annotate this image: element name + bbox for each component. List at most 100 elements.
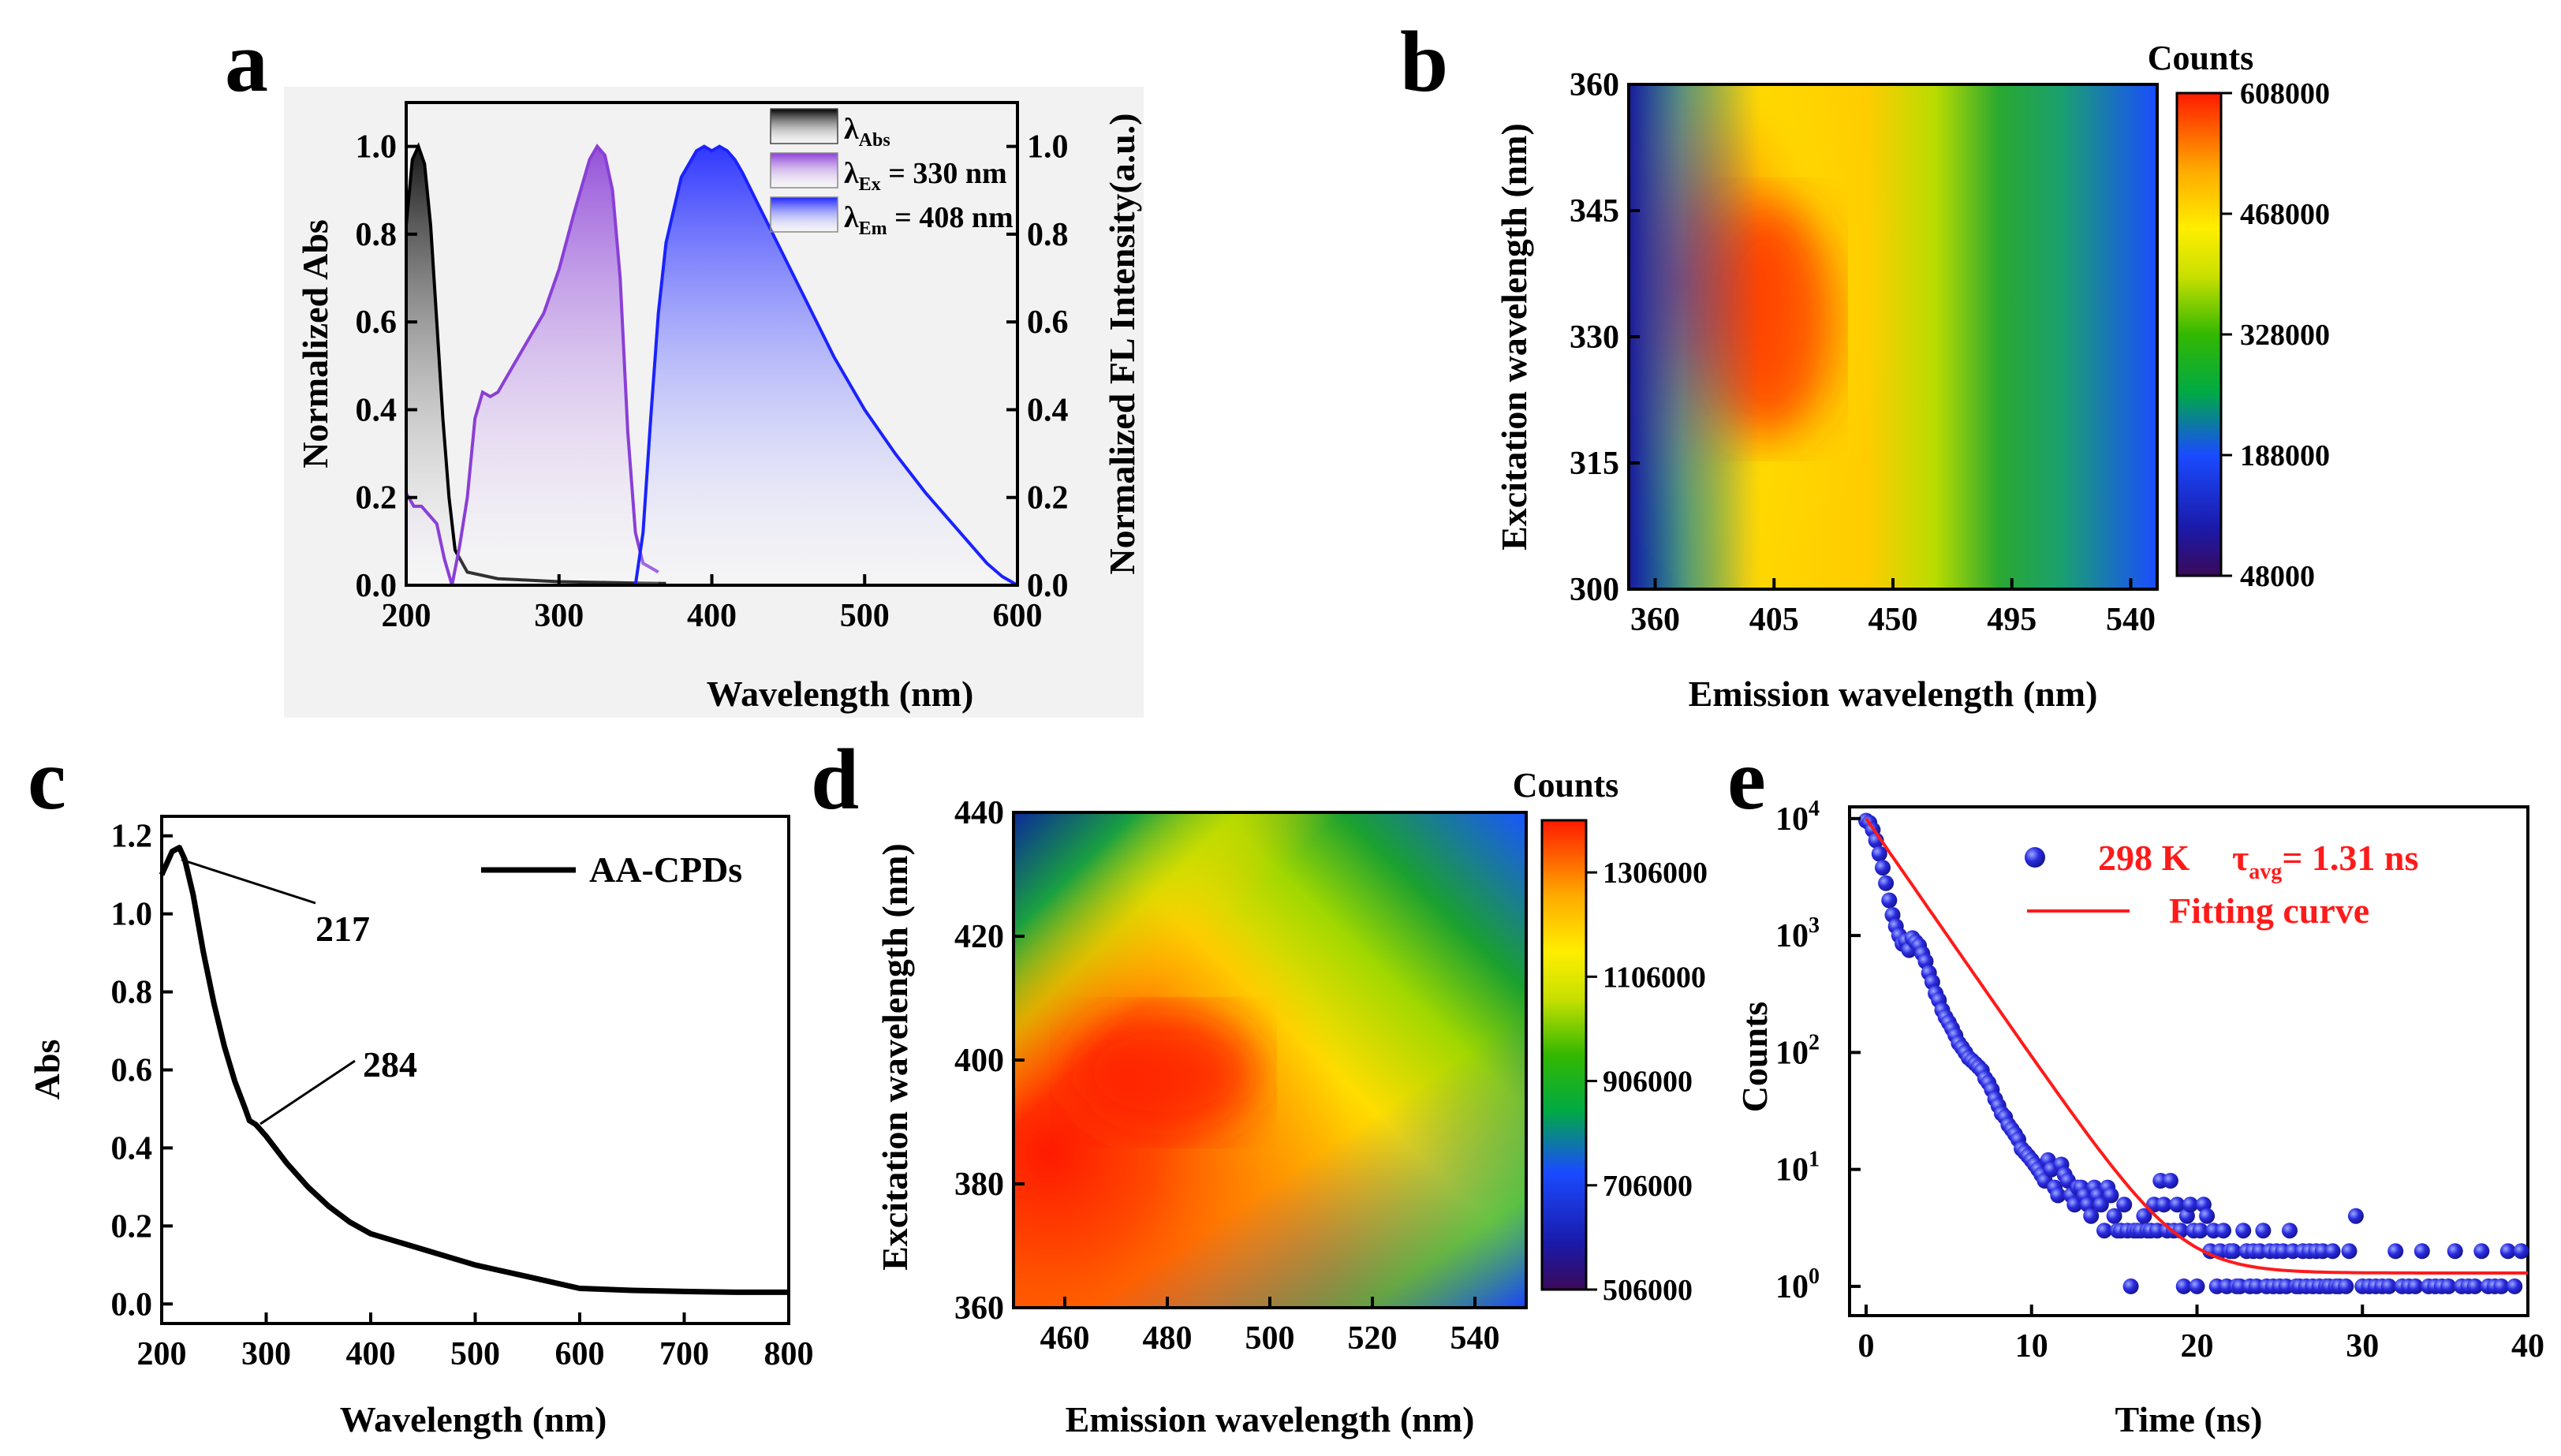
series-line-aa-cpds xyxy=(159,845,789,1295)
panel-a-xlabel: Wavelength (nm) xyxy=(707,674,974,714)
area-em xyxy=(635,146,1017,586)
data-point xyxy=(2136,1208,2152,1224)
panel-c-series xyxy=(159,845,789,1295)
panel-a-ytick-label: 0.6 xyxy=(356,304,398,341)
panel-c-ytick-label: 0.8 xyxy=(111,975,153,1011)
data-point xyxy=(2473,1243,2490,1260)
data-point xyxy=(2499,1243,2516,1260)
legend-entry-abs: λAbs xyxy=(844,113,890,151)
panel-d-ytick-label: 400 xyxy=(954,1043,1004,1079)
panel-e-xlabel: Time (ns) xyxy=(2115,1399,2263,1439)
panel-b-xtick-label: 405 xyxy=(1749,602,1799,638)
panel-c-frame xyxy=(160,815,790,1325)
legend-marker-298k xyxy=(2025,847,2045,868)
series-line-em xyxy=(633,144,1018,587)
legend-tau-avg: τavg= 1.31 ns xyxy=(2232,838,2418,884)
colorbar-d-tick-label: 1106000 xyxy=(1603,961,1706,994)
panel-b-heatmap xyxy=(1629,84,2157,589)
colorbar-d-tick-label: 906000 xyxy=(1603,1066,1693,1099)
panel-d-ylabel: Excitation wavelength (nm) xyxy=(875,843,915,1271)
data-point xyxy=(2225,1243,2242,1260)
panel-c-xtick-label: 500 xyxy=(450,1336,500,1372)
panel-e-frame xyxy=(1848,805,2529,1317)
panel-b-xtick-label: 450 xyxy=(1868,602,1918,638)
panel-c-xtick-label: 600 xyxy=(555,1336,605,1372)
panel-c-ytick-label: 1.0 xyxy=(111,897,153,933)
panel-c-xtick-label: 200 xyxy=(137,1336,187,1372)
data-point xyxy=(2380,1278,2397,1294)
panel-d-xtick-label: 460 xyxy=(1040,1320,1090,1357)
data-point xyxy=(2189,1278,2205,1294)
panel-d-ytick-label: 420 xyxy=(954,919,1004,955)
panel-d-xlabel: Emission wavelength (nm) xyxy=(1066,1399,1475,1439)
panel-a-xtick-label: 500 xyxy=(840,598,890,634)
panel-c-legend: AA-CPDs xyxy=(481,849,742,890)
data-point xyxy=(2414,1243,2430,1260)
panel-a-xtick-label: 300 xyxy=(534,598,584,634)
panel-a-series xyxy=(405,142,1018,587)
panel-a-ytick-label: 0.4 xyxy=(356,392,398,428)
panel-a-legend: λAbs λEx = 330 nm λEm = 408 nm xyxy=(770,108,1014,239)
legend-entry-ex: λEx = 330 nm xyxy=(844,157,1007,195)
data-point xyxy=(2324,1243,2341,1260)
panel-d-xtick-label: 480 xyxy=(1143,1320,1193,1357)
panel-d-ytick-label: 360 xyxy=(954,1290,1004,1327)
panel-b-xtick-label: 540 xyxy=(2106,602,2156,638)
panel-d-heatmap xyxy=(1014,812,1526,1308)
data-point xyxy=(2192,1223,2208,1239)
data-point xyxy=(2387,1243,2404,1260)
colorbar-b-tick-label: 188000 xyxy=(2240,439,2330,472)
data-point xyxy=(2182,1197,2199,1213)
data-point xyxy=(2050,1187,2066,1204)
panel-b-ytick-label: 345 xyxy=(1570,193,1619,230)
annotation-217: 217 xyxy=(315,909,370,949)
data-point xyxy=(1878,875,1895,891)
panel-b-xtick-label: 360 xyxy=(1630,602,1680,638)
data-point xyxy=(2440,1278,2457,1294)
panel-c-axes: 200 300 400 500 600 700 800 0.0 0.2 0.4 0.6 0.8 1.0 1… xyxy=(111,819,814,1372)
panel-e-xtick-label: 30 xyxy=(2346,1328,2379,1365)
colorbar-b-tick-label: 468000 xyxy=(2240,198,2330,231)
heatmap-d-edge xyxy=(1014,812,1526,1308)
data-point xyxy=(2216,1223,2231,1239)
area-ex xyxy=(406,146,659,586)
panel-a-ylabel-left: Normalized Abs xyxy=(295,219,335,469)
panel-a-ytick-label: 0.2 xyxy=(356,480,398,517)
legend-label-298k: 298 K xyxy=(2098,838,2190,878)
panel-e-ytick-label: 102 xyxy=(1775,1030,1820,1071)
data-point xyxy=(1875,860,1891,876)
panel-b-xtick-label: 495 xyxy=(1987,602,2036,638)
panel-e-series xyxy=(1858,812,2529,1294)
colorbar-d-ticks: 506000 706000 906000 1106000 1306000 xyxy=(1586,857,1708,1307)
panel-a-xtick-label: 400 xyxy=(687,598,737,634)
panel-b-axes: 360 405 450 495 540 300 315 330 345 360 xyxy=(1570,67,2156,638)
panel-e-ytick-label: 101 xyxy=(1775,1148,1820,1189)
data-point xyxy=(2103,1187,2119,1204)
panel-c-ytick-label: 0.2 xyxy=(111,1208,153,1245)
panel-e-xtick-label: 0 xyxy=(1857,1328,1874,1365)
data-point xyxy=(2507,1278,2523,1294)
data-point xyxy=(2347,1208,2364,1224)
data-point xyxy=(2066,1197,2083,1213)
panel-a-ytick-label: 1.0 xyxy=(356,129,398,166)
legend-label-aa-cpds: AA-CPDs xyxy=(589,849,742,890)
panel-a-ytick-right-label: 0.6 xyxy=(1027,304,1069,341)
panel-c-xlabel: Wavelength (nm) xyxy=(340,1399,607,1439)
data-point xyxy=(2466,1278,2483,1294)
panel-d-xtick-label: 520 xyxy=(1348,1320,1398,1357)
panel-b: b 360 405 450 495 540 300 315 330 345 360 Emissio… xyxy=(1400,13,2330,714)
annotation-284: 284 xyxy=(363,1044,417,1085)
data-point xyxy=(2341,1243,2358,1260)
colorbar-b xyxy=(2175,91,2223,577)
panel-c-xtick-label: 300 xyxy=(241,1336,291,1372)
panel-label-e: e xyxy=(1727,731,1766,827)
legend-swatch-em xyxy=(770,196,838,233)
colorbar-d-tick-label: 1306000 xyxy=(1603,857,1708,890)
panel-c-ytick-label: 1.2 xyxy=(111,819,153,855)
colorbar-b-tick-label: 48000 xyxy=(2240,560,2315,593)
panel-c-ytick-label: 0.0 xyxy=(111,1286,153,1323)
panel-e-ytick-label: 100 xyxy=(1775,1264,1820,1305)
panel-b-ytick-label: 360 xyxy=(1570,67,1619,103)
panel-a-ytick-right-label: 0.4 xyxy=(1027,392,1069,428)
